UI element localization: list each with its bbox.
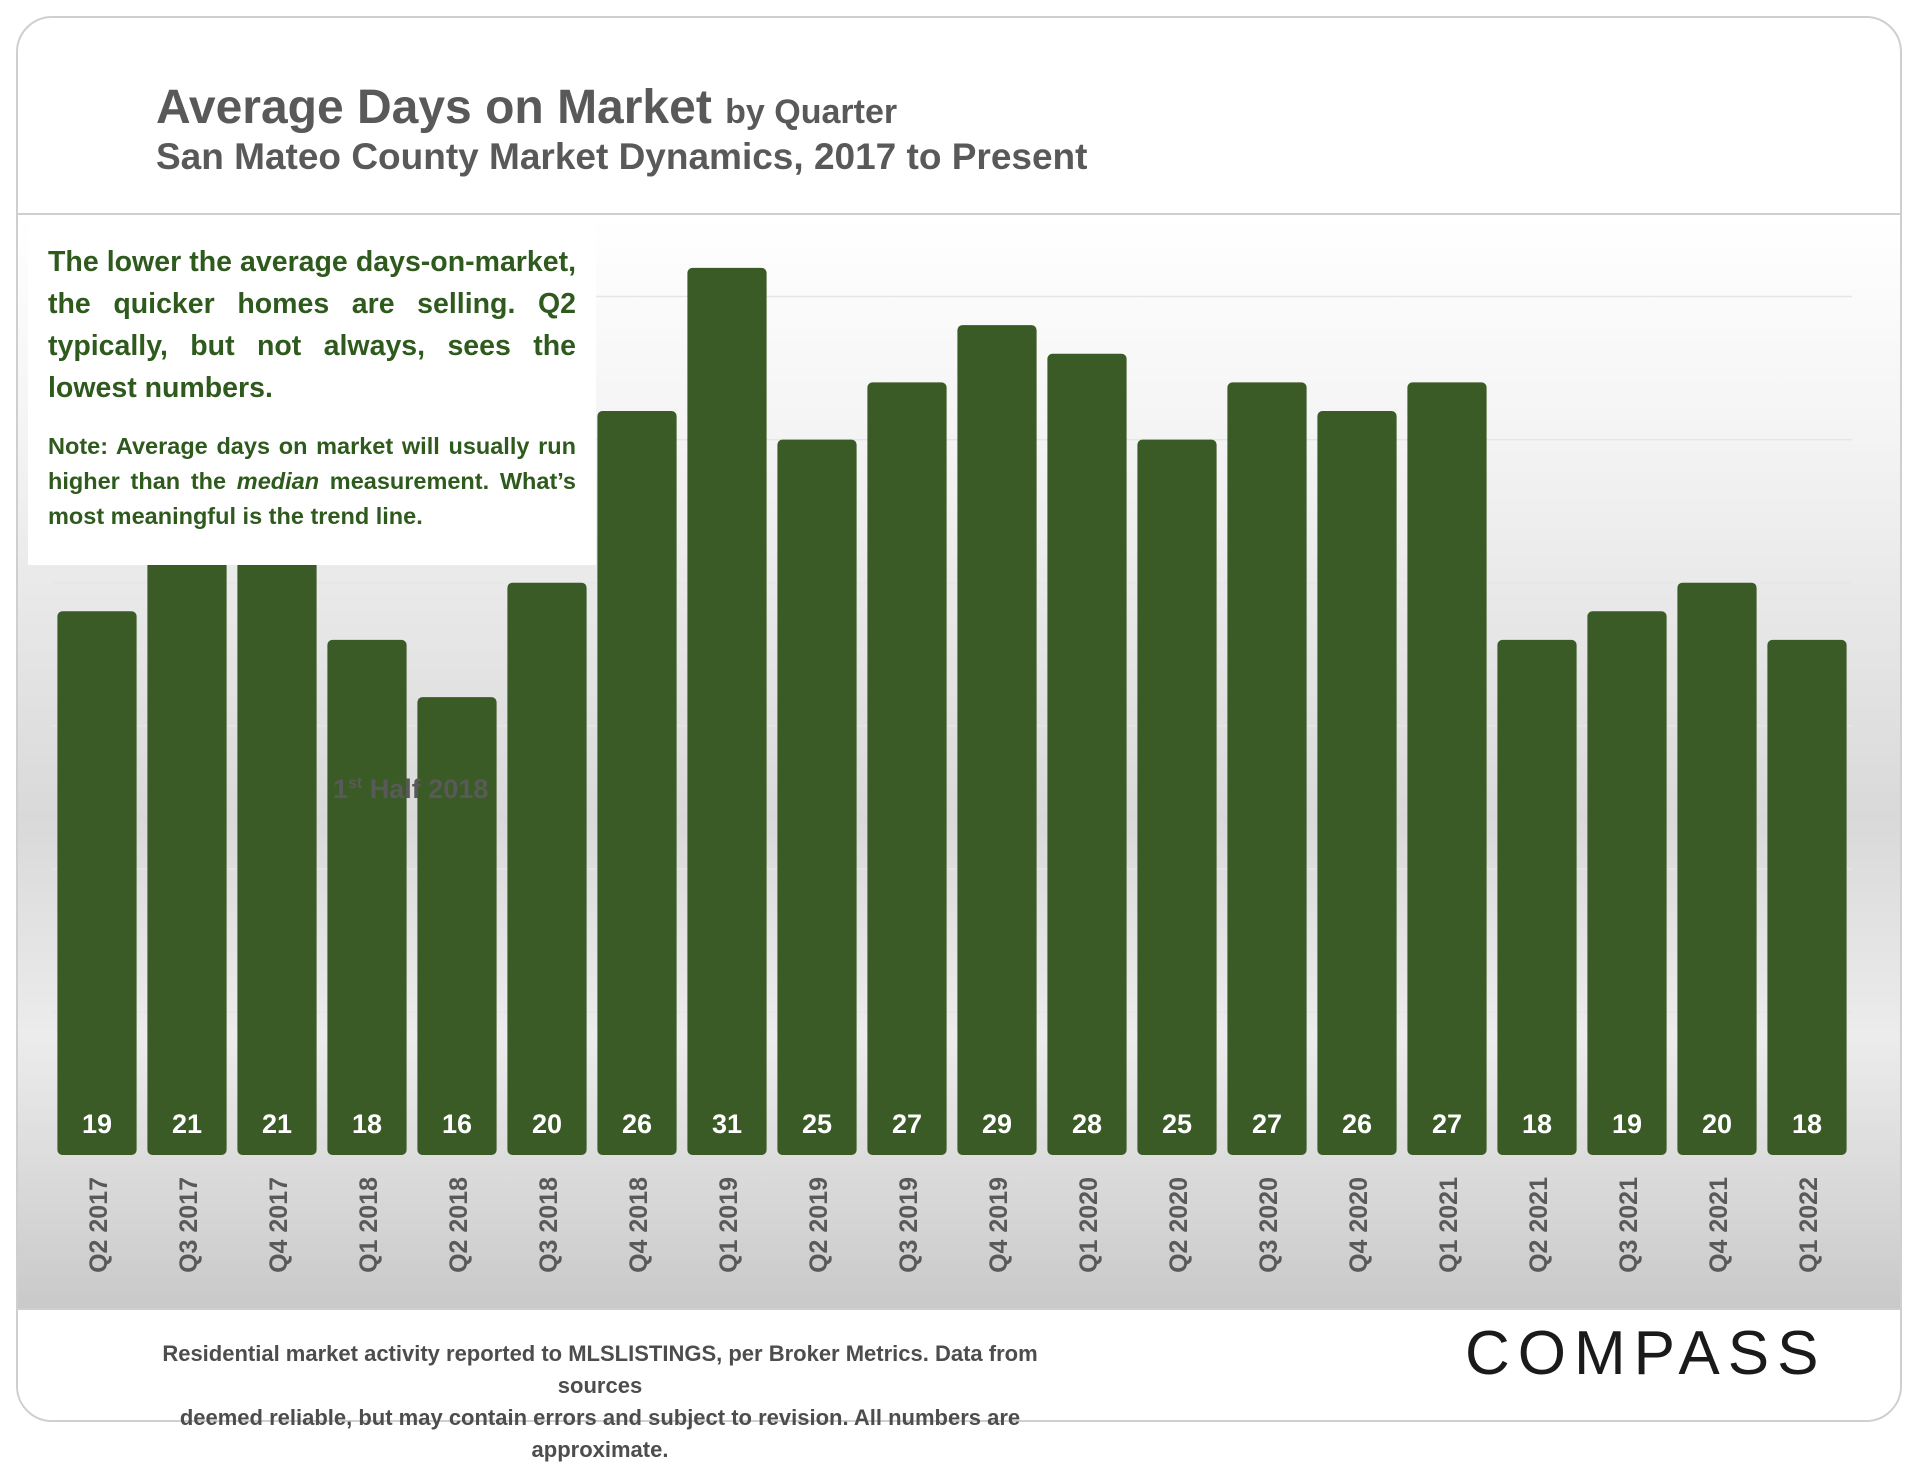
- bar-q2-2021: [1497, 639, 1577, 1155]
- half-2018-annotation: 1st Half 2018: [333, 774, 488, 805]
- x-tick-label: Q3 2021: [1615, 1177, 1643, 1273]
- x-tick-label: Q3 2018: [535, 1177, 563, 1273]
- x-tick-label: Q2 2017: [85, 1177, 113, 1273]
- value-label: 28: [1072, 1109, 1102, 1139]
- note-emphasis: median: [236, 468, 320, 494]
- bar-q4-2019: [957, 325, 1037, 1156]
- chart-header: Average Days on Market by Quarter San Ma…: [18, 18, 1900, 213]
- value-label: 19: [1612, 1109, 1642, 1139]
- x-tick-label: Q1 2021: [1435, 1177, 1463, 1273]
- title-suffix: by Quarter: [725, 93, 898, 131]
- x-tick-label: Q2 2021: [1525, 1177, 1553, 1273]
- bar-q4-2018: [597, 411, 677, 1155]
- callout-note: Note: Average days on market will usuall…: [48, 429, 576, 534]
- bar-q1-2022: [1767, 639, 1847, 1155]
- value-label: 19: [82, 1109, 112, 1139]
- value-label: 18: [1792, 1109, 1822, 1139]
- value-label: 25: [802, 1109, 832, 1139]
- value-label: 27: [1432, 1109, 1462, 1139]
- x-tick-label: Q1 2018: [355, 1177, 383, 1273]
- bar-q3-2020: [1227, 382, 1307, 1155]
- bar-q3-2018: [507, 582, 587, 1155]
- footnote-line-1: Residential market activity reported to …: [162, 1341, 1038, 1398]
- bar-q1-2020: [1047, 353, 1127, 1155]
- value-label: 31: [712, 1109, 742, 1139]
- bar-q2-2017: [57, 611, 137, 1155]
- x-tick-label: Q1 2020: [1075, 1177, 1103, 1273]
- x-tick-label: Q4 2018: [625, 1177, 653, 1273]
- value-label: 27: [892, 1109, 922, 1139]
- bar-q1-2019: [687, 267, 767, 1155]
- callout-box: The lower the average days-on-market, th…: [28, 225, 596, 565]
- x-tick-labels: Q2 2017 Q3 2017 Q4 2017 Q1 2018 Q2 2018 Q3 20…: [85, 1177, 1823, 1273]
- bar-q2-2018: [417, 697, 497, 1155]
- x-tick-label: Q3 2019: [895, 1177, 923, 1273]
- x-tick-label: Q4 2020: [1345, 1177, 1373, 1273]
- value-label: 21: [172, 1109, 202, 1139]
- x-tick-label: Q4 2017: [265, 1177, 293, 1273]
- value-label: 21: [262, 1109, 292, 1139]
- chart-footer: [18, 1308, 1900, 1420]
- bar-q4-2021: [1677, 582, 1757, 1155]
- value-labels: 19 21 21 18 16 20 26 31 25 27 29 28 25 27 26 27 18 19 20 18: [82, 1109, 1822, 1139]
- bar-q2-2019: [777, 439, 857, 1156]
- value-label: 26: [622, 1109, 652, 1139]
- value-label: 29: [982, 1109, 1012, 1139]
- anno-text: Half 2018: [369, 774, 489, 804]
- x-tick-label: Q1 2022: [1795, 1177, 1823, 1273]
- x-tick-label: Q3 2017: [175, 1177, 203, 1273]
- bar-q3-2021: [1587, 611, 1667, 1155]
- bar-q2-2020: [1137, 439, 1217, 1156]
- chart-title: Average Days on Market by Quarter: [156, 80, 897, 135]
- x-tick-label: Q2 2019: [805, 1177, 833, 1273]
- compass-logo: COMPASS: [1465, 1319, 1827, 1388]
- title-main: Average Days on Market: [156, 81, 712, 134]
- value-label: 20: [532, 1109, 562, 1139]
- bar-q3-2017: [147, 554, 227, 1155]
- value-label: 18: [352, 1109, 382, 1139]
- value-label: 25: [1162, 1109, 1192, 1139]
- value-label: 27: [1252, 1109, 1282, 1139]
- bar-q1-2018: [327, 639, 407, 1155]
- bar-q3-2019: [867, 382, 947, 1155]
- footnote-line-2: deemed reliable, but may contain errors …: [179, 1405, 1021, 1462]
- anno-ordinal: 1: [333, 774, 349, 804]
- value-label: 20: [1702, 1109, 1732, 1139]
- note-before: Note: Average days on market will usuall…: [48, 433, 576, 494]
- value-label: 26: [1342, 1109, 1372, 1139]
- x-tick-label: Q1 2019: [715, 1177, 743, 1273]
- source-footnote: Residential market activity reported to …: [120, 1338, 1080, 1466]
- x-tick-label: Q4 2019: [985, 1177, 1013, 1273]
- bar-q1-2021: [1407, 382, 1487, 1155]
- bars: [57, 267, 1847, 1156]
- x-tick-label: Q2 2018: [445, 1177, 473, 1273]
- value-label: 16: [442, 1109, 472, 1139]
- bar-q4-2020: [1317, 411, 1397, 1155]
- note-after: measurement. What’s most meaningful is t…: [48, 468, 577, 529]
- x-tick-label: Q2 2020: [1165, 1177, 1193, 1273]
- x-tick-label: Q3 2020: [1255, 1177, 1283, 1273]
- anno-ordinal-suffix: st: [348, 775, 363, 792]
- x-tick-label: Q4 2021: [1705, 1177, 1733, 1273]
- value-label: 18: [1522, 1109, 1552, 1139]
- bar-q4-2017: [237, 554, 317, 1155]
- chart-subtitle: San Mateo County Market Dynamics, 2017 t…: [156, 136, 1088, 177]
- callout-main-text: The lower the average days-on-market, th…: [48, 246, 576, 404]
